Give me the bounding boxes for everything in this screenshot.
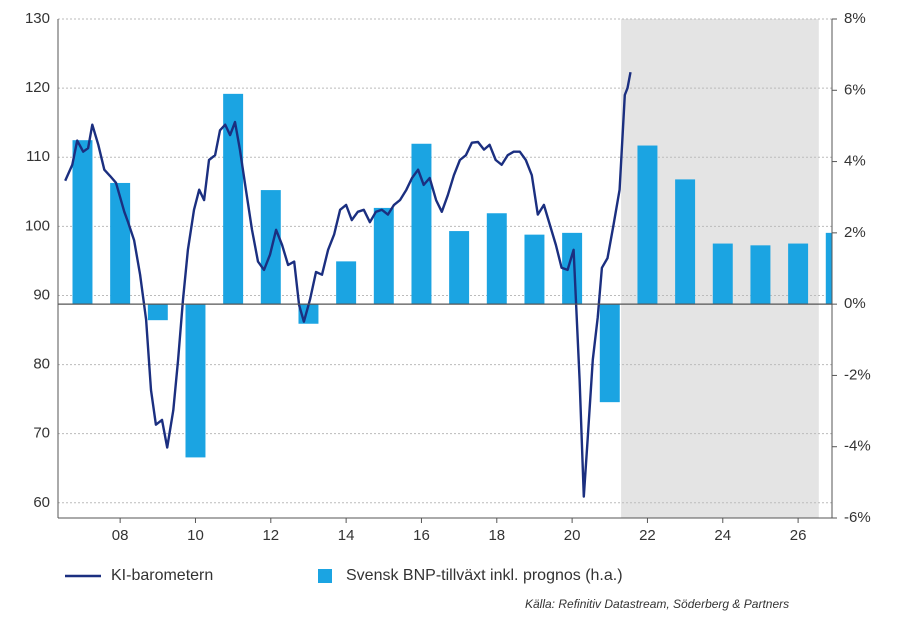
bar bbox=[486, 213, 507, 305]
bar bbox=[185, 304, 206, 458]
legend-label: Svensk BNP-tillväxt inkl. prognos (h.a.) bbox=[346, 567, 623, 584]
legend-label: KI-barometern bbox=[111, 567, 213, 584]
x-tick-label: 26 bbox=[790, 527, 807, 544]
bar bbox=[675, 179, 696, 305]
y-tick-label: 130 bbox=[25, 10, 50, 27]
y2-tick-label: 8% bbox=[844, 10, 866, 27]
y2-tick-label: 0% bbox=[844, 295, 866, 312]
y-tick-label: 120 bbox=[25, 79, 50, 96]
y2-tick-label: 6% bbox=[844, 81, 866, 98]
source-note: Källa: Refinitiv Datastream, Söderberg &… bbox=[525, 597, 789, 611]
bar bbox=[336, 261, 357, 305]
bar bbox=[788, 243, 809, 305]
y-tick-label: 100 bbox=[25, 217, 50, 234]
x-tick-label: 18 bbox=[488, 527, 505, 544]
x-tick-label: 16 bbox=[413, 527, 430, 544]
bar bbox=[72, 140, 93, 305]
bar bbox=[147, 304, 168, 321]
plot-area bbox=[64, 71, 832, 498]
x-tick-label: 20 bbox=[564, 527, 581, 544]
bar bbox=[411, 143, 432, 305]
x-tick-label: 10 bbox=[187, 527, 204, 544]
bar bbox=[599, 304, 620, 403]
bar bbox=[524, 234, 545, 305]
bar bbox=[637, 145, 658, 305]
y-tick-label: 80 bbox=[33, 356, 50, 373]
y2-tick-label: -2% bbox=[844, 366, 871, 383]
y2-tick-label: 4% bbox=[844, 153, 866, 170]
y2-tick-label: -4% bbox=[844, 438, 871, 455]
y-tick-label: 110 bbox=[26, 148, 50, 165]
y-tick-label: 70 bbox=[33, 425, 50, 442]
legend-swatch bbox=[318, 569, 332, 583]
y2-tick-label: 2% bbox=[844, 224, 866, 241]
bar bbox=[373, 207, 394, 305]
axes-layer: 60 70 80 90 100 110 120 130 -6% -4% -2% 0% 2% 4% 6% 8% 0… bbox=[25, 10, 871, 584]
y-tick-label: 90 bbox=[33, 286, 50, 303]
y2-tick-label: -6% bbox=[844, 509, 871, 526]
bar bbox=[750, 245, 771, 305]
bar bbox=[712, 243, 733, 305]
x-tick-label: 08 bbox=[112, 527, 129, 544]
x-tick-label: 14 bbox=[338, 527, 355, 544]
bar bbox=[825, 232, 832, 305]
bar bbox=[449, 231, 470, 305]
y-tick-label: 60 bbox=[33, 494, 50, 511]
x-tick-label: 24 bbox=[714, 527, 731, 544]
line bbox=[64, 71, 632, 498]
x-tick-label: 22 bbox=[639, 527, 656, 544]
x-tick-label: 12 bbox=[262, 527, 279, 544]
bar bbox=[562, 232, 583, 305]
